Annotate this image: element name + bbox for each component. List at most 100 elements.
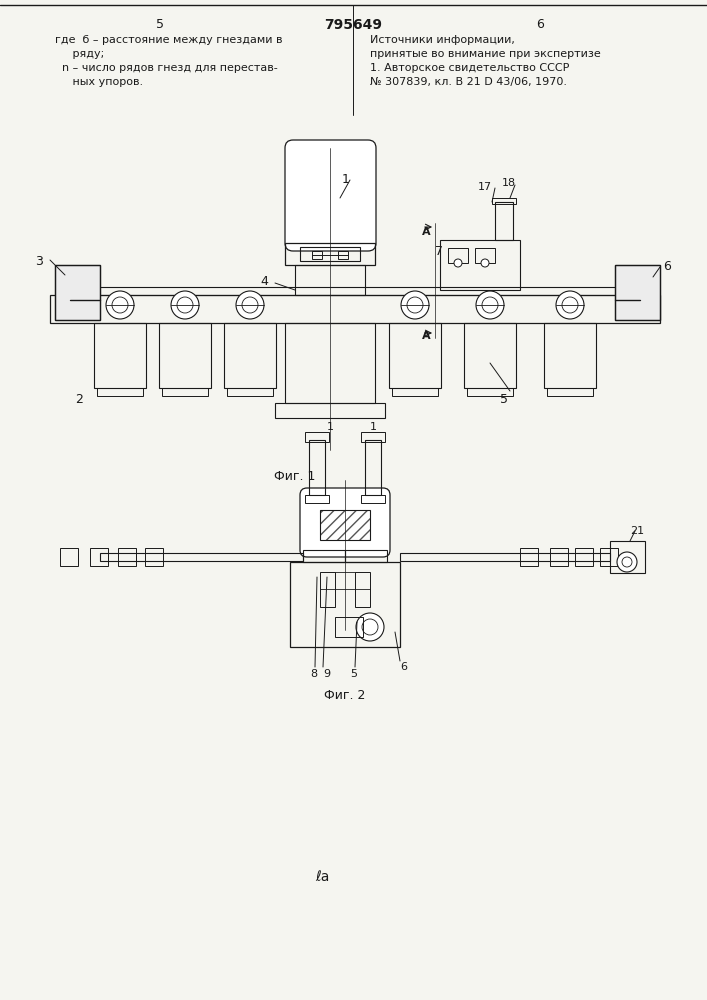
Circle shape — [112, 297, 128, 313]
Bar — [492, 198, 516, 204]
Bar — [305, 432, 329, 442]
Bar — [320, 572, 335, 607]
Bar — [94, 323, 146, 388]
Bar — [90, 548, 108, 566]
Text: 4: 4 — [260, 275, 268, 288]
FancyBboxPatch shape — [285, 140, 376, 251]
Circle shape — [242, 297, 258, 313]
Text: 18: 18 — [502, 178, 516, 188]
Text: 8: 8 — [310, 669, 317, 679]
Circle shape — [482, 297, 498, 313]
Text: 795649: 795649 — [324, 18, 382, 32]
Bar — [345, 550, 387, 562]
Text: 1: 1 — [342, 173, 350, 186]
Bar — [361, 495, 385, 503]
Text: принятые во внимание при экспертизе: принятые во внимание при экспертизе — [370, 49, 601, 59]
Bar — [275, 403, 385, 418]
Text: 3: 3 — [35, 255, 43, 268]
Bar — [467, 388, 513, 396]
Text: Фиг. 2: Фиг. 2 — [325, 689, 366, 702]
Text: ных упоров.: ных упоров. — [55, 77, 143, 87]
Bar — [305, 495, 329, 503]
Bar — [361, 432, 385, 442]
Bar — [224, 323, 276, 388]
Bar — [440, 240, 520, 290]
Circle shape — [106, 291, 134, 319]
Bar — [547, 388, 593, 396]
Text: 21: 21 — [630, 526, 644, 536]
Text: ряду;: ряду; — [55, 49, 104, 59]
Circle shape — [362, 619, 378, 635]
Circle shape — [476, 291, 504, 319]
Bar — [320, 510, 370, 540]
Bar — [55, 265, 100, 320]
Bar — [285, 243, 375, 265]
Bar — [600, 548, 618, 566]
Bar — [50, 295, 660, 323]
Circle shape — [622, 557, 632, 567]
Circle shape — [617, 552, 637, 572]
Bar — [320, 510, 370, 540]
Circle shape — [356, 613, 384, 641]
Text: 7: 7 — [435, 245, 443, 258]
Bar — [550, 548, 568, 566]
Text: A: A — [422, 227, 431, 237]
Text: № 307839, кл. В 21 D 43/06, 1970.: № 307839, кл. В 21 D 43/06, 1970. — [370, 77, 567, 87]
Bar — [448, 248, 468, 263]
Bar — [295, 265, 365, 295]
Circle shape — [407, 297, 423, 313]
Bar — [285, 323, 375, 403]
Bar — [575, 548, 593, 566]
Text: 1: 1 — [327, 422, 334, 432]
Bar — [355, 572, 370, 607]
Text: 5: 5 — [350, 669, 357, 679]
Text: 1: 1 — [370, 422, 377, 432]
Bar — [303, 550, 345, 562]
Circle shape — [401, 291, 429, 319]
Text: 6: 6 — [536, 18, 544, 31]
Text: A: A — [422, 331, 431, 341]
Bar — [300, 247, 360, 261]
Bar — [544, 323, 596, 388]
Text: где  б – расстояние между гнездами в: где б – расстояние между гнездами в — [55, 35, 283, 45]
Text: 6: 6 — [400, 662, 407, 672]
Text: 17: 17 — [478, 182, 492, 192]
Bar — [389, 323, 441, 388]
Text: Фиг. 1: Фиг. 1 — [274, 470, 316, 483]
Bar — [400, 553, 610, 561]
Bar — [159, 323, 211, 388]
Text: n – число рядов гнезд для перестав-: n – число рядов гнезд для перестав- — [55, 63, 278, 73]
Bar — [464, 323, 516, 388]
Bar — [610, 541, 645, 573]
Circle shape — [236, 291, 264, 319]
Bar — [118, 548, 136, 566]
Bar — [309, 440, 325, 495]
Bar — [162, 388, 208, 396]
Circle shape — [171, 291, 199, 319]
Circle shape — [556, 291, 584, 319]
Text: Источники информации,: Источники информации, — [370, 35, 515, 45]
Bar — [60, 548, 78, 566]
Text: 5: 5 — [156, 18, 164, 31]
Bar — [615, 265, 660, 320]
Text: ℓа: ℓа — [315, 870, 329, 884]
Bar — [495, 202, 513, 240]
Circle shape — [562, 297, 578, 313]
Circle shape — [454, 259, 462, 267]
Bar — [290, 562, 400, 647]
Bar — [365, 440, 381, 495]
FancyBboxPatch shape — [300, 488, 390, 557]
Bar — [55, 265, 100, 320]
Text: 6: 6 — [663, 260, 671, 273]
Bar — [392, 388, 438, 396]
Text: 5: 5 — [500, 393, 508, 406]
Bar — [520, 548, 538, 566]
Bar — [145, 548, 163, 566]
Bar — [227, 388, 273, 396]
Text: 2: 2 — [75, 393, 83, 406]
Bar — [475, 248, 495, 263]
Circle shape — [481, 259, 489, 267]
Bar — [312, 251, 322, 259]
Text: 9: 9 — [323, 669, 330, 679]
Circle shape — [177, 297, 193, 313]
